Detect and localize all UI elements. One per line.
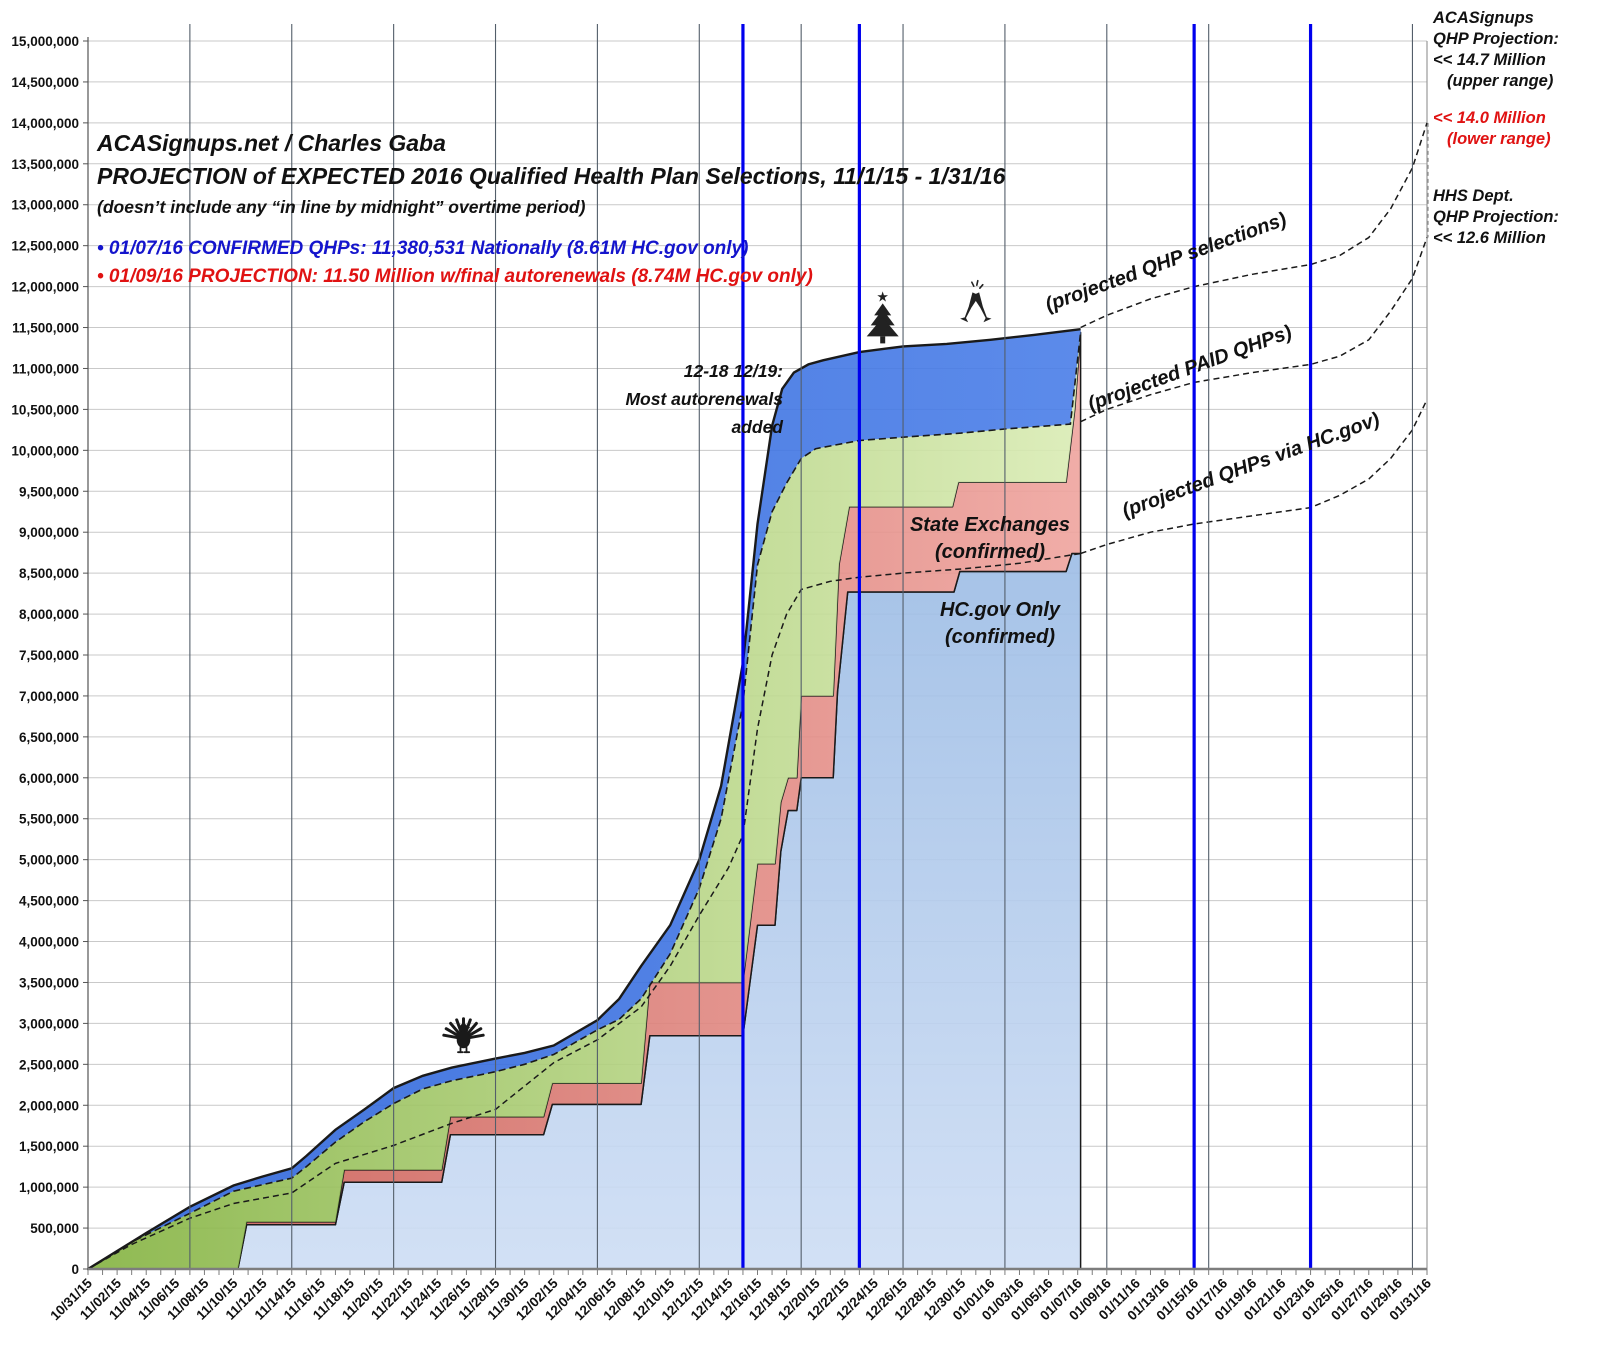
lower-range-value: << 14.0 Million: [1433, 109, 1546, 127]
christmas-tree-icon: ★: [866, 288, 899, 344]
acasignups-upper-range-value: << 14.7 Million: [1433, 51, 1546, 69]
y-axis-label: 7,500,000: [19, 648, 79, 663]
y-axis-label: 10,000,000: [11, 443, 79, 458]
y-axis-label: 3,500,000: [19, 975, 79, 990]
acasignups-projection-label: ACASignups QHP Projection: << 14.7 Milli…: [1433, 8, 1598, 92]
acasignups-upper-range-note: (upper range): [1447, 72, 1554, 90]
y-axis-label: 6,500,000: [19, 730, 79, 745]
autorenewals-annotation-line1: 12-18 12/19:: [684, 361, 783, 381]
chart-title: PROJECTION of EXPECTED 2016 Qualified He…: [97, 163, 1006, 189]
projected-paid-dashed-line: [1080, 237, 1428, 423]
state-exchanges-label-2: (confirmed): [935, 541, 1045, 563]
y-axis-label: 14,500,000: [11, 75, 79, 90]
hhs-projection-line1: HHS Dept.: [1433, 187, 1514, 205]
tree-star-icon: ★: [876, 288, 889, 304]
y-axis-label: 4,000,000: [19, 935, 79, 950]
y-axis-label: 9,500,000: [19, 484, 79, 499]
y-axis-label: 8,500,000: [19, 566, 79, 581]
y-axis-label: 14,000,000: [11, 116, 79, 131]
y-axis-label: 13,000,000: [11, 198, 79, 213]
area-hcgov-only-confirmed: [87, 552, 1082, 1270]
y-axis-label: 12,000,000: [11, 280, 79, 295]
projected-hcgov-label: (projected QHPs via HC.gov): [1119, 408, 1383, 522]
hcgov-estimate-dashed-line: [87, 552, 1081, 1270]
y-axis-label: 11,000,000: [12, 361, 79, 376]
area-estimated-paid-qhps: [88, 332, 1081, 1269]
paid-qhps-dashed-line: [87, 332, 1082, 1270]
projected-selections-dashed-line: [1080, 122, 1428, 329]
y-axis-label: 12,500,000: [11, 239, 79, 254]
y-axis-label: 1,000,000: [19, 1180, 79, 1195]
hhs-projection-label: HHS Dept. QHP Projection: << 12.6 Millio…: [1433, 186, 1598, 249]
acasignups-projection-line2: QHP Projection:: [1433, 30, 1559, 48]
lower-range-label: << 14.0 Million (lower range): [1433, 108, 1598, 150]
hcgov-only-label: HC.gov Only: [940, 599, 1061, 621]
projection-note: • 01/09/16 PROJECTION: 11.50 Million w/f…: [97, 266, 813, 287]
y-axis-label: 2,500,000: [19, 1057, 79, 1072]
champagne-glasses-icon: [960, 279, 992, 323]
y-axis-label: 9,000,000: [19, 525, 79, 540]
y-axis-label: 8,000,000: [19, 607, 79, 622]
state-exchanges-label: State Exchanges: [910, 514, 1070, 536]
y-axis-label: 7,000,000: [19, 689, 79, 704]
y-axis-label: 6,000,000: [19, 771, 79, 786]
chart-subtitle: (doesn’t include any “in line by midnigh…: [97, 197, 586, 217]
thanksgiving-turkey-icon: [442, 1017, 485, 1054]
confirmed-qhps-note: • 01/07/16 CONFIRMED QHPs: 11,380,531 Na…: [97, 238, 749, 259]
autorenewals-annotation-line3: added: [731, 417, 783, 437]
area-series: [87, 329, 1082, 1270]
deadline-lines: [741, 24, 1313, 1269]
y-axis-label: 11,500,000: [12, 321, 79, 336]
y-axis-label: 3,000,000: [19, 1016, 79, 1031]
y-axis-label: 500,000: [30, 1221, 79, 1236]
y-axis-label: 1,500,000: [19, 1139, 79, 1154]
hcgov-only-label-2: (confirmed): [945, 626, 1055, 648]
autorenewals-annotation-line2: Most autorenewals: [625, 389, 783, 409]
projected-selections-label: (projected QHP selections): [1042, 208, 1289, 316]
y-axis-label: 2,000,000: [19, 1098, 79, 1113]
lower-range-note: (lower range): [1447, 130, 1551, 148]
axes: [83, 37, 1428, 1275]
hhs-projection-line2: QHP Projection:: [1433, 208, 1559, 226]
acasignups-projection-line1: ACASignups: [1433, 9, 1534, 27]
y-axis-label: 15,000,000: [11, 34, 79, 49]
y-axis-label: 5,000,000: [19, 853, 79, 868]
y-axis-label: 5,500,000: [19, 812, 79, 827]
y-axis-label: 4,500,000: [19, 894, 79, 909]
y-axis-label: 13,500,000: [11, 157, 79, 172]
total-qhps-solid-line: [87, 328, 1081, 1271]
area-projected-qhp-selections: [88, 329, 1081, 1269]
site-byline: ACASignups.net / Charles Gaba: [97, 130, 446, 156]
y-axis-label: 0: [71, 1262, 79, 1277]
holiday-icons: ★: [442, 279, 992, 1054]
y-axis-label: 10,500,000: [11, 402, 79, 417]
hhs-projection-value: << 12.6 Million: [1433, 229, 1546, 247]
